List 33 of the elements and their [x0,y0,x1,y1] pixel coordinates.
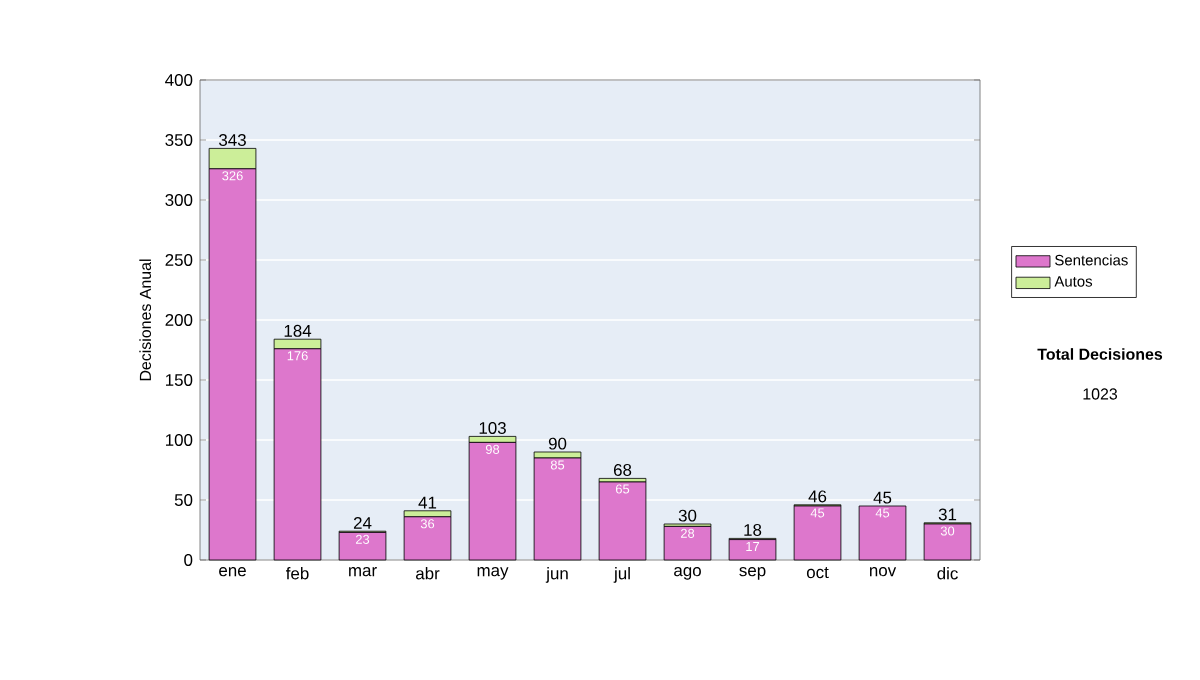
total-label: 184 [284,324,312,337]
y-tick-label: 300 [165,194,193,206]
total-label: 45 [873,491,892,504]
x-tick-label: may [477,567,509,580]
y-tick-label: 350 [165,134,193,146]
x-tick-label: nov [869,567,897,577]
total-label: 103 [479,422,506,434]
total-label: 46 [808,490,827,503]
total-label: 31 [938,508,957,521]
x-tick-label: feb [285,567,309,580]
x-tick-label: jul [613,567,630,583]
total-label: 24 [353,516,372,529]
x-tick-label: dic [937,567,958,580]
x-tick-label: abr [415,567,440,580]
x-tick-label: jun [545,567,568,583]
x-tick-label: mar [349,567,377,577]
x-tick-label: ago [674,567,701,580]
total-label: 41 [418,496,437,509]
total-label: 68 [613,464,632,476]
y-tick-label: 50 [174,494,193,506]
y-tick-label: 0 [184,554,193,566]
total-label: 90 [548,437,567,450]
total-label: 18 [744,524,762,536]
y-tick-label: 150 [166,374,193,386]
y-tick-label: 100 [166,434,193,446]
total-label: 343 [219,134,246,146]
y-tick-label: 400 [165,74,193,86]
x-tick-label: sep [739,567,766,580]
total-label: 30 [678,509,697,522]
y-tick-label: 200 [165,314,193,326]
x-tick-label: ene [219,567,246,577]
x-tick-label: oct [806,567,829,579]
y-tick-label: 250 [165,254,193,266]
